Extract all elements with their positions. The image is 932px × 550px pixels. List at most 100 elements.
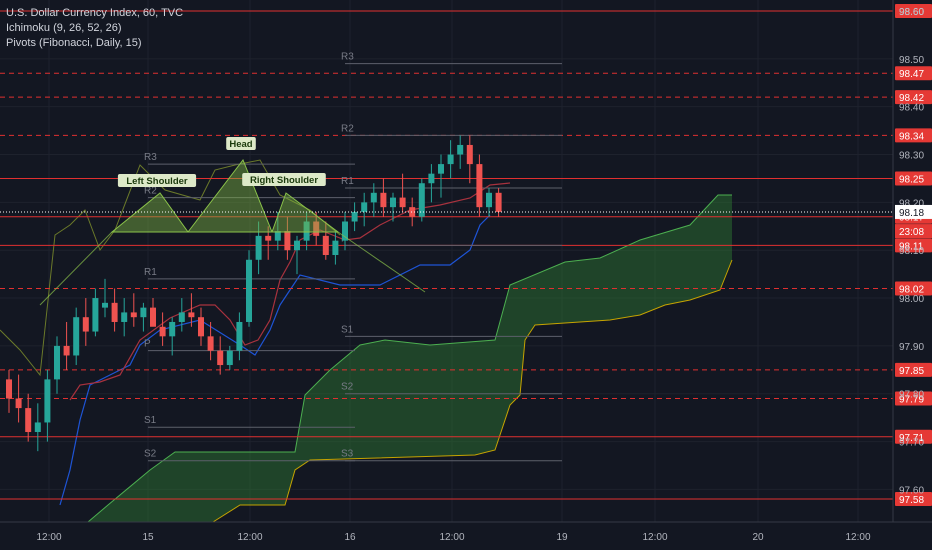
candle-body [140,307,147,318]
candle-body [246,259,252,322]
senkou-span-b-line [212,259,733,523]
candle-body [322,235,329,255]
pattern-label-bg [117,174,197,187]
pattern-label: Head [229,139,252,150]
candle-body [44,379,51,423]
price-level-tag [895,391,932,406]
candle-body [54,345,60,380]
pivots-indicator-label[interactable]: Pivots (Fibonacci, Daily, 15) [6,37,142,49]
candle-body [34,422,41,433]
price-level-tag [895,492,932,506]
price-level-tag-text: 98.11 [899,241,924,252]
time-axis-tick: 19 [556,532,568,543]
pattern-entry-line [39,231,113,306]
pivot-label: R1 [341,176,354,187]
candle-body [495,192,502,212]
price-level-tag-text: 97.79 [899,395,924,406]
price-axis-tick: 98.60 [899,7,924,18]
price-level-tag [895,281,932,296]
kijun-sen-line [59,214,491,506]
price-axis-tick: 97.60 [899,485,924,496]
price-axis-tick: 98.40 [899,103,924,114]
price-axis-tick: 98.10 [899,246,924,257]
pattern-label-bg [226,137,256,150]
candle-body [236,321,243,351]
pivot-label: R3 [341,52,354,63]
last-price-tag [895,204,932,219]
price-level-tag [895,171,932,186]
pivot-label: R2 [341,123,354,134]
candle-body [342,221,348,241]
pivot-label: R3 [144,152,157,163]
price-level-tag-text: 97.71 [899,433,924,444]
pivot-label: S1 [144,415,157,426]
ichimoku-cloud [88,195,732,522]
candle-body [130,312,137,318]
candle-body [111,302,118,322]
time-axis-tick: 12:00 [36,532,61,543]
candle-body [63,345,70,356]
price-level-tag-text: 98.34 [899,131,924,142]
pivot-label: P [144,339,151,350]
candle-body [361,202,368,212]
candle-body [82,317,89,332]
candle-body [255,235,262,260]
price-level-tag-text: 98.60 [899,7,924,18]
candle-body [284,231,291,251]
time-axis-tick: 20 [752,532,764,543]
candle-body [380,192,387,208]
ichimoku-indicator-label[interactable]: Ichimoku (9, 26, 52, 26) [6,22,122,34]
price-axis-tick: 97.90 [899,342,924,353]
candle-body [25,408,32,433]
candle-body [447,154,454,165]
candle-body [188,312,195,318]
price-axis-tick: 98.00 [899,294,924,305]
candle-body [198,317,204,337]
price-axis-tick: 98.20 [899,198,924,209]
time-axis-tick: 15 [142,532,154,543]
time-axis-tick: 12:00 [237,532,262,543]
pivot-label: S2 [341,382,354,393]
pivot-label: R1 [144,267,157,278]
time-axis-tick: 12:00 [642,532,667,543]
candle-body [418,183,425,217]
candle-body [178,312,185,322]
candle-body [150,307,156,327]
price-level-tag-text: 98.02 [899,284,924,295]
candle-body [351,211,358,222]
time-axis-tick: 12:00 [439,532,464,543]
candle-body [303,221,310,241]
countdown-tag [895,224,932,239]
candle-body [73,317,80,356]
time-axis-tick: 16 [344,532,356,543]
last-price-text: 98.18 [899,208,924,219]
candle-body [294,240,300,251]
chikou-span-line [0,159,341,377]
candle-body [6,379,12,399]
time-axis-tick: 12:00 [845,532,870,543]
price-axis-tick: 97.80 [899,390,924,401]
price-level-tag [895,362,932,377]
pattern-label-bg [242,173,326,186]
pivot-label: S1 [341,324,354,335]
price-level-tag [895,429,932,444]
pattern-label: Left Shoulder [126,176,188,187]
senkou-span-a-line [87,194,732,523]
price-level-tag-text: 98.47 [899,69,924,80]
pattern-exit-line [337,231,426,293]
candle-body [332,240,339,255]
candle-body [476,164,483,208]
symbol-title[interactable]: U.S. Dollar Currency Index, 60, TVC [6,7,184,19]
price-level-tag-text: 97.85 [899,366,924,377]
price-level-tag-text: 98.25 [899,174,924,185]
candle-body [217,350,224,366]
pivot-label: S3 [341,449,354,460]
price-level-tag [895,90,932,105]
candle-body [409,207,416,217]
candle-body [370,192,377,203]
price-level-tag [895,128,932,143]
countdown-text: 23:08 [899,227,924,238]
candle-body [159,326,166,337]
